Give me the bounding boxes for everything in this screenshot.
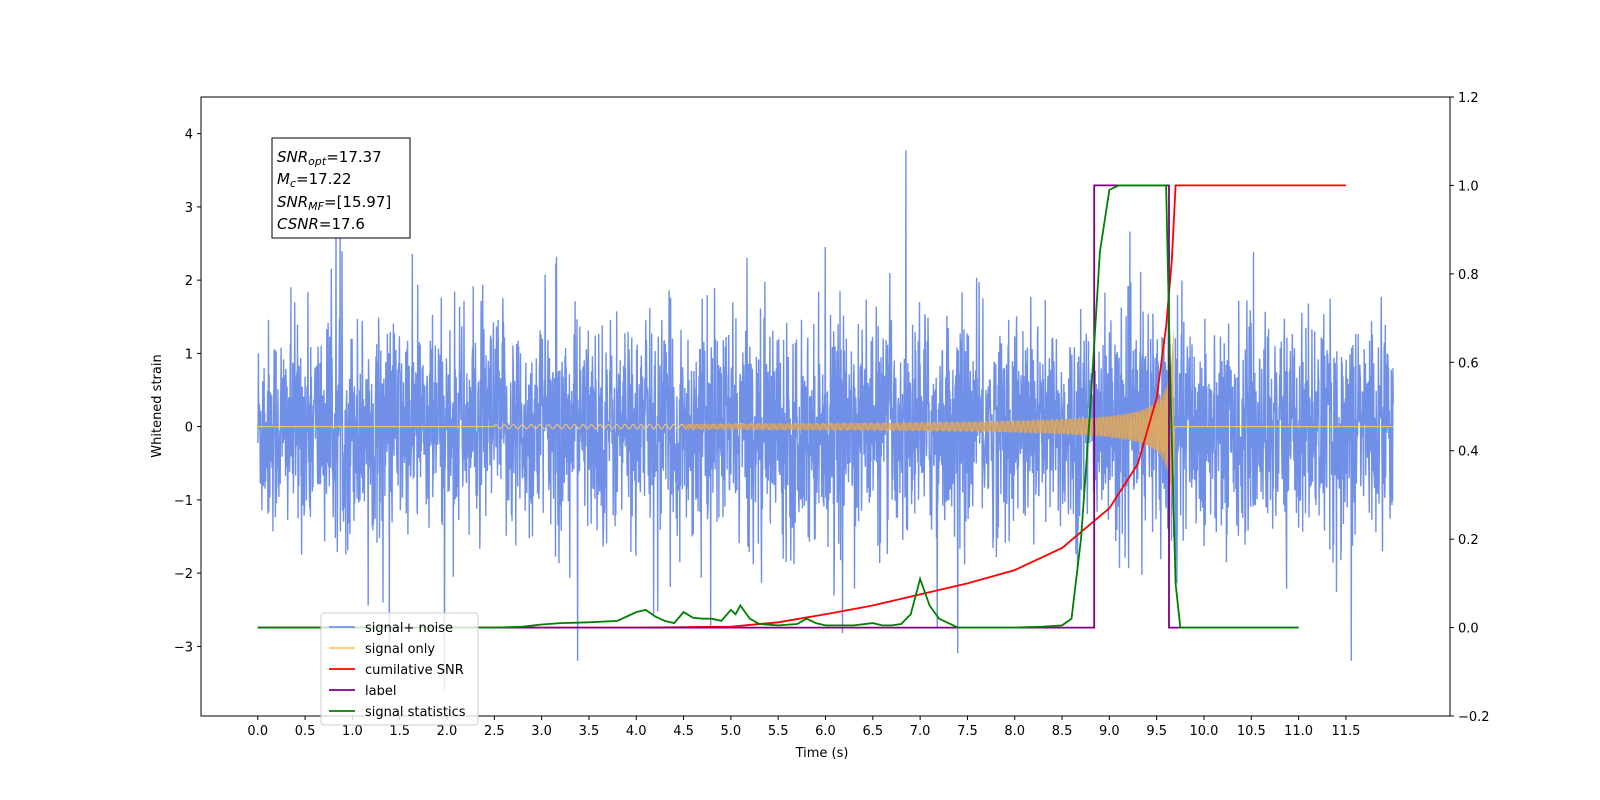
y-tick-label: 4 [185, 128, 193, 143]
y2-tick-label: 1.0 [1458, 179, 1479, 194]
y-tick-label: 3 [185, 201, 193, 216]
y-tick-label: −3 [174, 640, 193, 655]
legend-box [320, 612, 479, 726]
signal-only-series [257, 326, 1394, 528]
y-axis-label: Whitened strain [150, 354, 165, 457]
x-tick-label: 11.0 [1284, 724, 1313, 739]
signal-statistics-line [257, 184, 1299, 629]
x-axis-label: Time (s) [795, 746, 849, 761]
x-tick-label: 6.5 [862, 724, 883, 739]
snr-opt-value: =17.37 [326, 148, 382, 166]
x-tick-label: 9.0 [1099, 724, 1120, 739]
legend: signal+ noise signal only cumilative SNR la… [320, 612, 479, 726]
y2-tick-label: 0.4 [1458, 445, 1479, 460]
x-tick-label: 3.5 [579, 724, 600, 739]
x-tick-label: 9.5 [1146, 724, 1167, 739]
x-tick-label: 4.0 [626, 724, 647, 739]
csnr-label: CSNR [277, 215, 319, 233]
label-line [257, 184, 1299, 629]
legend-label: cumilative SNR [365, 663, 464, 678]
y-tick-label: 0 [185, 421, 193, 436]
legend-label: signal only [365, 642, 435, 657]
x-tick-label: 10.5 [1237, 724, 1266, 739]
right-axis-series [257, 184, 1346, 629]
x-tick-label: 7.5 [957, 724, 978, 739]
snr-mf-sub: MF [308, 200, 324, 213]
x-tick-label: 5.0 [721, 724, 742, 739]
x-tick-label: 3.0 [531, 724, 552, 739]
x-tick-label: 5.5 [768, 724, 789, 739]
snr-opt-sub: opt [308, 155, 327, 168]
x-tick-label: 7.0 [910, 724, 931, 739]
y2-tick-label: 0.8 [1458, 268, 1479, 283]
mc-value: =17.22 [296, 170, 352, 188]
y-tick-label: −1 [174, 494, 193, 509]
x-tick-label: 8.5 [1052, 724, 1073, 739]
svg-text:SNRopt=17.37: SNRopt=17.37 [277, 148, 382, 168]
svg-text:SNRMF=[15.97]: SNRMF=[15.97] [277, 193, 391, 213]
y-axis-right: 1.2 1.0 0.8 0.6 0.4 0.2 0.0 −0.2 [1450, 91, 1490, 725]
x-tick-label: 11.5 [1331, 724, 1360, 739]
x-tick-label: 10.0 [1190, 724, 1219, 739]
x-axis: 0.0 0.5 1.0 1.5 2.0 2.5 3.0 3.5 4.0 4.5 5.0 5.5 6.0 6… [247, 716, 1360, 739]
x-tick-label: 1.0 [342, 724, 363, 739]
x-tick-label: 2.0 [437, 724, 458, 739]
snr-opt-label: SNR [277, 148, 308, 166]
svg-text:CSNR=17.6: CSNR=17.6 [277, 215, 365, 233]
y2-tick-label: 1.2 [1458, 91, 1479, 106]
mc-label: M [277, 170, 290, 188]
signal-noise-series [257, 150, 1394, 691]
x-tick-label: 2.5 [484, 724, 505, 739]
snr-mf-label: SNR [277, 193, 308, 211]
x-tick-label: 6.0 [815, 724, 836, 739]
snr-mf-value: =[15.97] [324, 193, 391, 211]
info-box: SNRopt=17.37 Mc=17.22 SNRMF=[15.97] CSNR… [271, 137, 411, 239]
x-tick-label: 4.5 [673, 724, 694, 739]
y2-tick-label: 0.0 [1458, 622, 1479, 637]
y-tick-label: 1 [185, 347, 193, 362]
legend-label: signal+ noise [365, 621, 453, 636]
y2-tick-label: −0.2 [1458, 710, 1490, 725]
y-axis-left: 4 3 2 1 0 −1 −2 −3 [174, 128, 201, 655]
x-tick-label: 0.0 [247, 724, 268, 739]
y-tick-label: 2 [185, 274, 193, 289]
y2-tick-label: 0.6 [1458, 356, 1479, 371]
y2-tick-label: 0.2 [1458, 533, 1479, 548]
legend-label: label [365, 684, 396, 699]
x-tick-label: 1.5 [389, 724, 410, 739]
x-tick-label: 8.0 [1004, 724, 1025, 739]
csnr-value: =17.6 [319, 215, 365, 233]
y-tick-label: −2 [174, 567, 193, 582]
signal-only-envelope [683, 326, 1174, 528]
mc-sub: c [290, 177, 296, 190]
x-tick-label: 0.5 [295, 724, 316, 739]
svg-text:Mc=17.22: Mc=17.22 [277, 170, 352, 190]
signal-noise-line [257, 150, 1394, 691]
legend-label: signal statistics [365, 705, 466, 720]
